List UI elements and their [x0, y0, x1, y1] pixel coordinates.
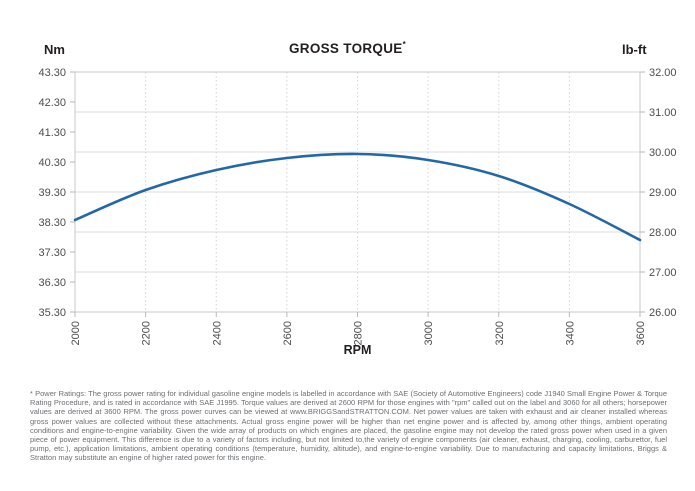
x-tick-label: 2400	[211, 321, 223, 345]
y-right-tick-label: 26.00	[649, 307, 677, 319]
y-right-tick-label: 32.00	[649, 67, 677, 79]
x-tick-label: 2000	[70, 321, 82, 345]
right-axis-unit-label: lb-ft	[622, 42, 647, 57]
y-right-tick-label: 27.00	[649, 267, 677, 279]
title-footnote-marker: *	[402, 40, 407, 49]
chart-title-text: GROSS TORQUE	[288, 41, 403, 56]
chart-title: GROSS TORQUE*	[0, 40, 695, 56]
x-axis-label: RPM	[343, 343, 372, 357]
y-left-tick-label: 38.30	[38, 217, 66, 229]
y-left-tick-label: 39.30	[38, 187, 66, 199]
x-tick-label: 2600	[282, 321, 294, 345]
x-tick-label: 2200	[141, 321, 153, 345]
x-tick-label: 3000	[423, 321, 435, 345]
y-left-tick-label: 36.30	[38, 277, 66, 289]
y-left-tick-label: 43.30	[38, 67, 66, 79]
tick-marks	[70, 71, 645, 317]
x-tick-label: 3600	[635, 321, 647, 345]
y-right-tick-label: 31.00	[649, 107, 677, 119]
gross-torque-curve	[73, 152, 642, 242]
y-left-tick-label: 35.30	[38, 307, 66, 319]
y-left-tick-label: 37.30	[38, 247, 66, 259]
x-tick-label: 3400	[564, 321, 576, 345]
left-axis-unit-label: Nm	[44, 42, 65, 57]
footnote-text: * Power Ratings: The gross power rating …	[30, 389, 667, 463]
y-left-tick-label: 42.30	[38, 97, 66, 109]
y-left-tick-label: 40.30	[38, 157, 66, 169]
tick-labels: 43.30 42.30 41.30 40.30 39.30 38.30 37.30 36.30…	[38, 67, 676, 346]
x-tick-label: 2800	[353, 321, 365, 345]
x-tick-label: 3200	[494, 321, 506, 345]
y-right-tick-label: 28.00	[649, 227, 677, 239]
y-right-tick-label: 30.00	[649, 147, 677, 159]
y-left-tick-label: 41.30	[38, 127, 66, 139]
y-right-tick-label: 29.00	[649, 187, 677, 199]
torque-curve-plot: 43.30 42.30 41.30 40.30 39.30 38.30 37.30 36.30…	[38, 67, 676, 346]
